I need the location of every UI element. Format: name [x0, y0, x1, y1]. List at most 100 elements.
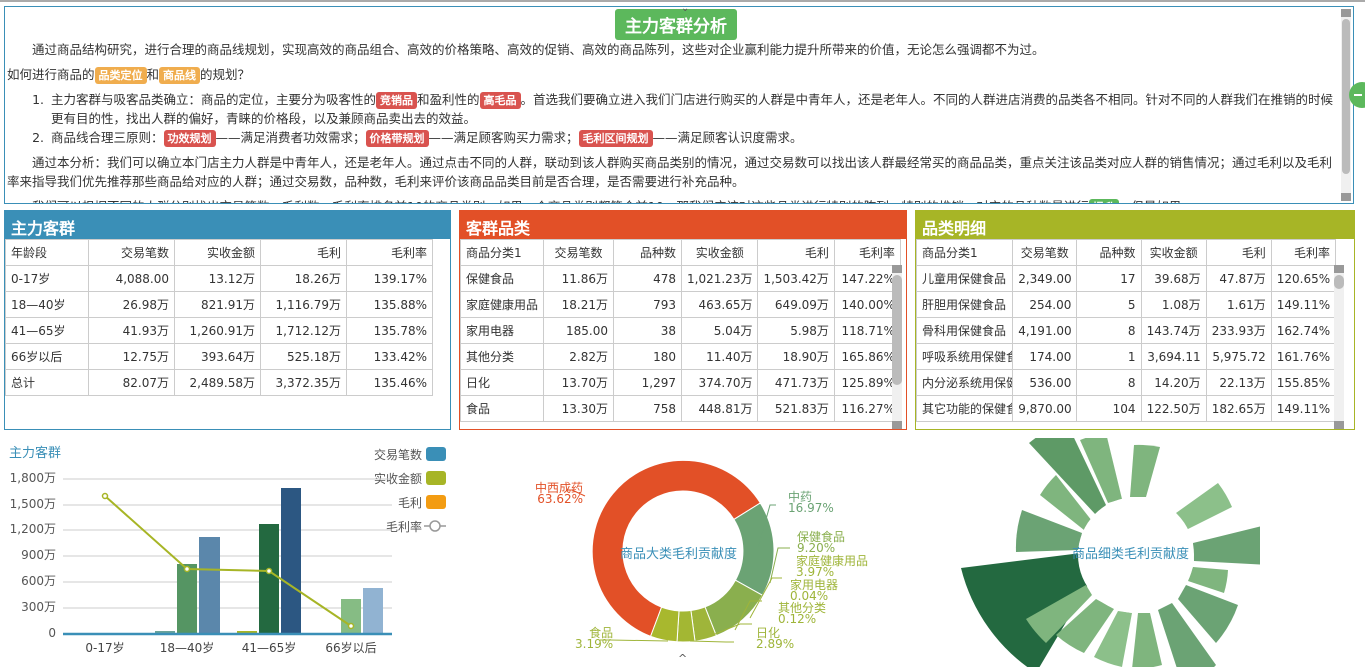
table-row[interactable]: 41—65岁 41.93万 1,260.91万 1,712.12万 135.78%	[5, 317, 433, 344]
expand-caret-icon[interactable]: ^	[678, 652, 688, 665]
legend-item-margin-rate[interactable]: 毛利率	[374, 514, 446, 538]
scroll-thumb[interactable]	[892, 275, 902, 385]
cell: 118.71%	[833, 317, 901, 344]
slice-chinese-medicine	[733, 502, 775, 596]
rose-segment-largest	[961, 553, 1088, 667]
donut-label-chinese-medicine: 中药 16.97%	[788, 490, 834, 515]
tag-efficacy-plan: 功效规划	[163, 130, 216, 147]
cell: 总计	[5, 369, 89, 396]
table-row[interactable]: 肝胆用保健食品 254.00 5 1.08万 1.61万 149.11%	[916, 291, 1337, 318]
legend-line-circle-icon	[424, 520, 446, 532]
legend-item-profit[interactable]: 毛利	[374, 490, 446, 514]
col-header[interactable]: 实收金额	[681, 239, 759, 266]
cell: 18.21万	[543, 291, 615, 318]
cell: 5.04万	[681, 317, 759, 344]
cell: 1,503.42万	[757, 265, 835, 292]
table-row[interactable]: 家庭健康用品 18.21万 793 463.65万 649.09万 140.00%	[460, 291, 901, 318]
legend-item-revenue[interactable]: 实收金额	[374, 466, 446, 490]
col-header[interactable]: 品种数	[613, 239, 683, 266]
svg-text:1,800万: 1,800万	[10, 471, 56, 485]
col-header[interactable]: 毛利	[260, 239, 347, 266]
cell: 104	[1076, 395, 1142, 422]
table-row[interactable]: 其它功能的保健食 9,870.00 104 122.50万 182.65万 149.11%	[916, 395, 1337, 422]
col-header[interactable]: 交易笔数	[1012, 239, 1078, 266]
col-header[interactable]: 毛利	[757, 239, 835, 266]
table-row[interactable]: 0-17岁 4,088.00 13.12万 18.26万 139.17%	[5, 265, 433, 292]
col-header[interactable]: 实收金额	[174, 239, 261, 266]
svg-text:1,500万: 1,500万	[10, 497, 56, 511]
col-header[interactable]: 商品分类1	[916, 239, 1014, 266]
col-header[interactable]: 商品分类1	[460, 239, 545, 266]
col-header[interactable]: 实收金额	[1140, 239, 1207, 266]
scroll-down-arrow[interactable]	[1334, 421, 1344, 429]
cell: 2,489.58万	[174, 369, 261, 396]
panel-title: 品类明细	[916, 211, 1354, 239]
table-row[interactable]: 呼吸系统用保健食 174.00 1 3,694.11 5,975.72 161.76%	[916, 343, 1337, 370]
table-row[interactable]: 食品 13.30万 758 448.81万 521.83万 116.27%	[460, 395, 901, 422]
table-row[interactable]: 家用电器 185.00 38 5.04万 5.98万 118.71%	[460, 317, 901, 344]
cell: 135.46%	[346, 369, 433, 396]
col-header[interactable]: 年龄段	[5, 239, 89, 266]
table-row[interactable]: 日化 13.70万 1,297 374.70万 471.73万 125.89%	[460, 369, 901, 396]
cell: 2,349.00	[1012, 265, 1078, 292]
table-header-row: 年龄段 交易笔数 实收金额 毛利 毛利率	[5, 239, 433, 266]
cell: 155.85%	[1270, 369, 1337, 396]
panel-main-customer-group: 主力客群 年龄段 交易笔数 实收金额 毛利 毛利率 0-17岁 4,088.00 1…	[4, 210, 451, 430]
legend-swatch	[426, 447, 446, 461]
table-scrollbar[interactable]	[892, 265, 902, 429]
table-scrollbar[interactable]	[1334, 265, 1344, 429]
collapse-caret-icon[interactable]: ⌄	[681, 6, 690, 14]
subcategory-profit-rose	[961, 438, 1260, 667]
intro-list-item-2: 商品线合理三原则：功效规划——满足消费者功效需求；价格带规划——满足顾客购买力需…	[48, 128, 1335, 147]
col-header[interactable]: 交易笔数	[543, 239, 615, 266]
table-row[interactable]: 18—40岁 26.98万 821.91万 1,116.79万 135.88%	[5, 291, 433, 318]
cell: 536.00	[1012, 369, 1078, 396]
col-header[interactable]: 毛利率	[346, 239, 433, 266]
table-row[interactable]: 骨科用保健食品 4,191.00 8 143.74万 233.93万 162.74%	[916, 317, 1337, 344]
customer-group-chart: 主力客群 交易笔数 实收金额 毛利 毛利率 0 300万 600万 900万 1…	[0, 438, 460, 667]
table-row[interactable]: 其他分类 2.82万 180 11.40万 18.90万 165.86%	[460, 343, 901, 370]
rose-center-title: 商品细类毛利贡献度	[1072, 547, 1190, 562]
tag-high-margin: 高毛品	[479, 92, 521, 109]
donut-label-other: 其他分类 0.12%	[778, 601, 827, 626]
table-row-total[interactable]: 总计 82.07万 2,489.58万 3,372.35万 135.46%	[5, 369, 433, 396]
cell: 食品	[460, 395, 545, 422]
cell: 26.98万	[88, 291, 175, 318]
cell: 120.65%	[1270, 265, 1337, 292]
col-header[interactable]: 毛利率	[1270, 239, 1337, 266]
table-header-row: 商品分类1 交易笔数 品种数 实收金额 毛利 毛利率	[460, 239, 901, 266]
side-toggle-button[interactable]	[1349, 82, 1365, 108]
donut-label-health-food: 保健食品 9.20%	[797, 530, 846, 555]
scroll-down-arrow[interactable]	[892, 421, 902, 429]
cell: 116.27%	[833, 395, 901, 422]
donut-label-daily-chem: 日化 2.89%	[756, 626, 795, 651]
table-row[interactable]: 66岁以后 12.75万 393.64万 525.18万 133.42%	[5, 343, 433, 370]
scroll-up-arrow[interactable]	[892, 265, 902, 273]
cell: 4,088.00	[88, 265, 175, 292]
scroll-down-arrow[interactable]	[1341, 193, 1351, 201]
cell: 649.09万	[757, 291, 835, 318]
col-header[interactable]: 毛利率	[833, 239, 901, 266]
slice-western-medicine	[591, 459, 761, 637]
cell: 18—40岁	[5, 291, 89, 318]
cell: 125.89%	[833, 369, 901, 396]
table-row[interactable]: 儿童用保健食品 2,349.00 17 39.68万 47.87万 120.65%	[916, 265, 1337, 292]
cell: 1,712.12万	[260, 317, 347, 344]
legend-item-transactions[interactable]: 交易笔数	[374, 442, 446, 466]
svg-text:0: 0	[48, 626, 56, 640]
col-header[interactable]: 毛利	[1205, 239, 1272, 266]
category-detail-table: 商品分类1 交易笔数 品种数 实收金额 毛利 毛利率 儿童用保健食品 2,349.…	[916, 239, 1337, 422]
scroll-up-arrow[interactable]	[1334, 265, 1344, 273]
cell: 185.00	[543, 317, 615, 344]
col-header[interactable]: 品种数	[1076, 239, 1142, 266]
customer-group-table: 年龄段 交易笔数 实收金额 毛利 毛利率 0-17岁 4,088.00 13.12万…	[5, 239, 433, 396]
table-row[interactable]: 内分泌系统用保健 536.00 8 14.20万 22.13万 155.85%	[916, 369, 1337, 396]
cell: 8	[1076, 369, 1142, 396]
cell: 147.22%	[833, 265, 901, 292]
col-header[interactable]: 交易笔数	[88, 239, 175, 266]
scroll-up-arrow[interactable]	[1341, 9, 1351, 17]
scroll-thumb[interactable]	[1334, 275, 1344, 289]
table-row[interactable]: 保健食品 11.86万 478 1,021.23万 1,503.42万 147.22%	[460, 265, 901, 292]
scroll-thumb[interactable]	[1342, 19, 1350, 174]
intro-scrollbar[interactable]	[1341, 9, 1351, 201]
